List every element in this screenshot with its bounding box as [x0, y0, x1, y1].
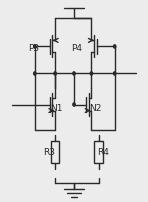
Bar	[51, 141, 59, 163]
Circle shape	[34, 73, 36, 76]
Text: N2: N2	[90, 103, 102, 113]
Text: P3: P3	[28, 44, 39, 53]
Text: P4: P4	[71, 44, 82, 53]
Text: R3: R3	[43, 147, 55, 156]
Circle shape	[34, 46, 36, 49]
Circle shape	[114, 46, 116, 49]
Circle shape	[54, 73, 56, 76]
Bar	[94, 141, 103, 163]
Text: N1: N1	[50, 103, 63, 113]
Circle shape	[73, 103, 75, 107]
Circle shape	[114, 73, 116, 76]
Circle shape	[73, 73, 75, 76]
Text: R4: R4	[97, 147, 109, 156]
Circle shape	[90, 73, 93, 76]
